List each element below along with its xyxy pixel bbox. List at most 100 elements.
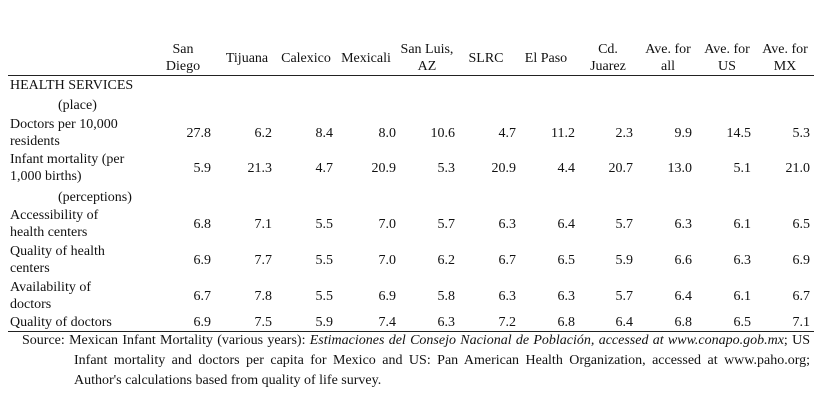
- cell-value: 6.8: [674, 314, 693, 330]
- cell-value: 9.9: [674, 125, 693, 141]
- cell-value: 27.8: [186, 125, 212, 141]
- subheading: (place): [58, 97, 97, 113]
- cell-value: 21.0: [785, 160, 811, 176]
- column-header: Ave. for: [762, 41, 808, 57]
- cell-value: 5.7: [615, 216, 634, 232]
- cell-value: 6.4: [674, 288, 693, 304]
- cell-value: 6.3: [437, 314, 456, 330]
- cell-value: 6.5: [733, 314, 752, 330]
- column-header: Ave. for: [704, 41, 750, 57]
- cell-value: 6.7: [792, 288, 811, 304]
- cell-value: 6.9: [193, 252, 212, 268]
- cell-value: 5.8: [437, 288, 456, 304]
- row-label: Availability of: [10, 280, 91, 295]
- column-header: SLRC: [468, 50, 504, 66]
- source-note: Source: Mexican Infant Mortality (variou…: [22, 331, 810, 391]
- cell-value: 6.5: [792, 216, 811, 232]
- cell-value: 5.5: [315, 216, 334, 232]
- row-label: Doctors per 10,000: [10, 117, 118, 132]
- cell-value: 4.4: [557, 160, 576, 176]
- cell-value: 8.0: [378, 125, 397, 141]
- cell-value: 6.9: [193, 314, 212, 330]
- cell-value: 7.1: [792, 314, 811, 330]
- cell-value: 6.3: [498, 216, 517, 232]
- row-label: health centers: [10, 225, 88, 240]
- cell-value: 6.7: [193, 288, 212, 304]
- cell-value: 7.5: [254, 314, 273, 330]
- cell-value: 13.0: [667, 160, 693, 176]
- cell-value: 6.4: [557, 216, 576, 232]
- row-label: residents: [10, 134, 60, 149]
- cell-value: 7.4: [378, 314, 397, 330]
- cell-value: 20.7: [608, 160, 634, 176]
- column-header: Ave. for: [645, 41, 691, 57]
- cell-value: 11.2: [551, 125, 575, 141]
- cell-value: 21.3: [247, 160, 273, 176]
- row-label: Infant mortality (per: [10, 152, 125, 167]
- cell-value: 6.8: [193, 216, 212, 232]
- cell-value: 5.9: [315, 314, 334, 330]
- cell-value: 6.2: [254, 125, 273, 141]
- section-heading: HEALTH SERVICES: [10, 77, 134, 93]
- cell-value: 6.5: [557, 252, 576, 268]
- cell-value: 7.2: [498, 314, 517, 330]
- cell-value: 7.7: [254, 252, 273, 268]
- cell-value: 6.8: [557, 314, 576, 330]
- column-header: El Paso: [524, 50, 568, 66]
- source-prefix: Source:: [22, 333, 65, 348]
- cell-value: 6.7: [498, 252, 517, 268]
- column-header: Mexicali: [341, 50, 391, 66]
- rule: [8, 75, 814, 76]
- cell-value: 6.1: [733, 288, 752, 304]
- cell-value: 10.6: [430, 125, 456, 141]
- column-header: Tijuana: [225, 50, 269, 66]
- column-header: US: [718, 58, 736, 74]
- column-header: AZ: [417, 58, 437, 74]
- source-text: ; US Infant mortality and doctors per ca…: [74, 333, 810, 388]
- subheading: (perceptions): [58, 189, 132, 205]
- cell-value: 8.4: [315, 125, 334, 141]
- cell-value: 20.9: [371, 160, 397, 176]
- cell-value: 6.9: [378, 288, 397, 304]
- row-label: doctors: [10, 297, 52, 312]
- cell-value: 6.1: [733, 216, 752, 232]
- cell-value: 6.3: [674, 216, 693, 232]
- column-header: Cd.: [598, 41, 618, 57]
- row-label: 1,000 births): [10, 169, 82, 184]
- cell-value: 6.6: [674, 252, 693, 268]
- cell-value: 5.5: [315, 252, 334, 268]
- cell-value: 7.0: [378, 252, 397, 268]
- source-italic: Estimaciones del Consejo Nacional de Pob…: [309, 333, 784, 348]
- cell-value: 5.3: [437, 160, 456, 176]
- cell-value: 5.1: [733, 160, 752, 176]
- column-header: Diego: [165, 58, 201, 74]
- row-label: centers: [10, 261, 50, 276]
- rule: [8, 331, 814, 332]
- cell-value: 5.9: [193, 160, 212, 176]
- cell-value: 7.0: [378, 216, 397, 232]
- source-text: Mexican Infant Mortality (various years)…: [69, 333, 310, 348]
- row-label: Quality of doctors: [10, 314, 112, 330]
- cell-value: 6.4: [615, 314, 634, 330]
- column-header: San: [172, 41, 194, 57]
- column-header: San Luis,: [400, 41, 454, 57]
- cell-value: 5.7: [437, 216, 456, 232]
- cell-value: 7.1: [254, 216, 273, 232]
- column-header: MX: [773, 58, 797, 74]
- cell-value: 5.7: [615, 288, 634, 304]
- cell-value: 6.9: [792, 252, 811, 268]
- cell-value: 4.7: [315, 160, 334, 176]
- cell-value: 4.7: [498, 125, 517, 141]
- cell-value: 2.3: [615, 125, 634, 141]
- cell-value: 5.9: [615, 252, 634, 268]
- cell-value: 5.5: [315, 288, 334, 304]
- cell-value: 6.3: [557, 288, 576, 304]
- row-label: Quality of health: [10, 244, 105, 259]
- row-label: Accessibility of: [10, 208, 99, 223]
- column-header: Juarez: [590, 58, 626, 74]
- column-header: Calexico: [281, 50, 331, 66]
- cell-value: 7.8: [254, 288, 273, 304]
- cell-value: 20.9: [491, 160, 517, 176]
- cell-value: 14.5: [726, 125, 752, 141]
